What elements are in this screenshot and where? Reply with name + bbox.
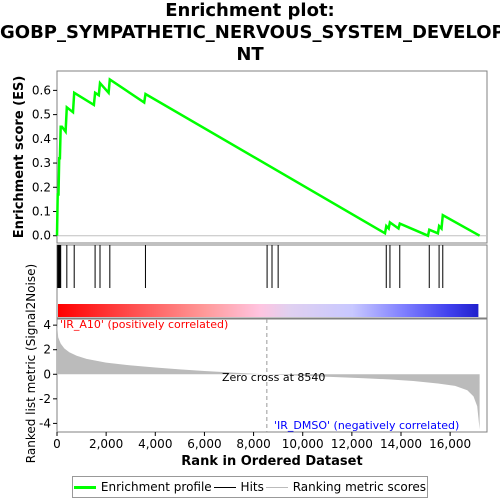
xtick-label: 14,000 [380, 437, 422, 451]
positive-correlation-label: 'IR_A10' (positively correlated) [60, 318, 228, 331]
metric-ytick-label: -4 [39, 416, 51, 430]
xtick-label: 8,000 [236, 437, 270, 451]
es-ytick-label: 0.1 [32, 205, 51, 219]
legend-swatch-hits [214, 487, 236, 488]
metric-ytick-label: 4 [43, 318, 51, 332]
x-axis-label: Rank in Ordered Dataset [181, 454, 362, 469]
es-ylabel: Enrichment score (ES) [12, 76, 27, 239]
xtick-label: 4,000 [138, 437, 172, 451]
metric-ytick-label: -2 [39, 392, 51, 406]
metric-ytick-label: 2 [43, 343, 51, 357]
rank-color-bar [58, 304, 478, 317]
es-ytick-label: 0.0 [32, 229, 51, 243]
metric-ytick-label: 0 [43, 367, 51, 381]
es-ytick-label: 0.2 [32, 180, 51, 194]
es-ytick-label: 0.3 [32, 156, 51, 170]
xtick-label: 6,000 [187, 437, 221, 451]
es-ytick-label: 0.6 [32, 83, 51, 97]
xtick-label: 0 [53, 437, 61, 451]
negative-correlation-label: 'IR_DMSO' (negatively correlated) [274, 419, 459, 432]
es-ytick-label: 0.4 [32, 132, 51, 146]
legend-item-enrichment-profile: Enrichment profile [74, 480, 212, 494]
legend-item-ranking-metric: Ranking metric scores [266, 480, 426, 494]
legend-swatch-enrichment-profile [74, 486, 96, 489]
xtick-label: 2,000 [89, 437, 123, 451]
es-ytick-label: 0.5 [32, 108, 51, 122]
legend-label-ranking-metric: Ranking metric scores [293, 480, 426, 494]
legend-label-enrichment-profile: Enrichment profile [101, 480, 212, 494]
zero-cross-label: Zero cross at 8540 [222, 371, 325, 384]
legend-swatch-ranking-metric [266, 487, 288, 488]
legend-label-hits: Hits [241, 480, 264, 494]
legend: Enrichment profile Hits Ranking metric s… [72, 476, 428, 498]
es-panel-frame [57, 71, 487, 243]
enrichment-plot: 0.0 0.1 0.2 0.3 0.4 0.5 0.6 Enrichment score (E… [0, 0, 500, 476]
xtick-label: 10,000 [282, 437, 324, 451]
xtick-label: 16,000 [429, 437, 471, 451]
legend-item-hits: Hits [214, 480, 264, 494]
metric-ylabel: Ranked list metric (Signal2Noise) [24, 264, 38, 463]
xtick-label: 12,000 [331, 437, 373, 451]
